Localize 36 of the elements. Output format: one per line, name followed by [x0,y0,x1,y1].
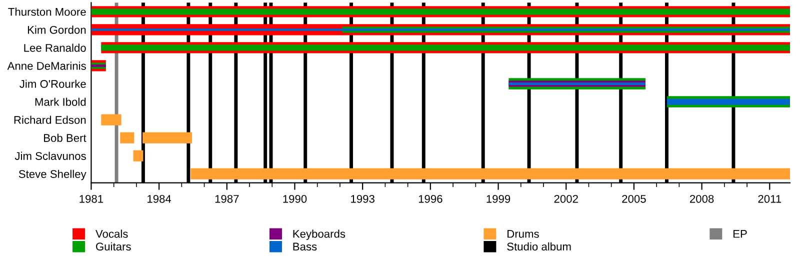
y-tick-label: Jim Sclavunos [14,152,86,160]
bar [101,44,790,51]
legend-label: Drums [508,230,539,238]
legend-label: Bass [293,242,317,251]
y-tick-label: Steve Shelley [18,170,86,180]
legend-label: Guitars [96,242,131,251]
y-tick-label: Mark Ibold [35,98,86,106]
bar [101,114,122,126]
bar [142,132,192,144]
bar [91,8,790,15]
x-tick-label: 2002 [554,194,578,203]
x-tick-label: 1999 [486,194,510,203]
y-tick-label: Bob Bert [44,134,86,142]
legend-label: Keyboards [293,230,346,240]
bar [120,132,134,144]
x-tick-label: 1987 [215,194,239,203]
y-tick-label: Richard Edson [14,116,86,124]
legend-label: Studio album [507,242,571,251]
legend-label: EP [733,230,747,238]
x-tick-label: 2011 [758,194,782,203]
x-tick-label: 1996 [418,194,442,203]
x-tick-label: 1990 [283,194,307,203]
bar [190,168,790,180]
y-tick-label: Lee Ranaldo [24,44,86,52]
x-tick-label: 1993 [351,194,374,203]
y-tick-label: Anne DeMarinis [7,62,86,70]
x-tick-label: 1981 [80,194,104,203]
y-tick-label: Jim O'Rourke [20,80,86,88]
y-tick-label: Thurston Moore [8,8,86,16]
x-tick-label: 1984 [148,194,172,203]
bar [91,28,790,31]
x-tick-label: 2005 [622,194,646,203]
bar [133,150,144,162]
legend-label: Vocals [96,230,128,238]
y-tick-label: Kim Gordon [28,26,86,34]
x-tick-label: 2008 [690,194,714,203]
